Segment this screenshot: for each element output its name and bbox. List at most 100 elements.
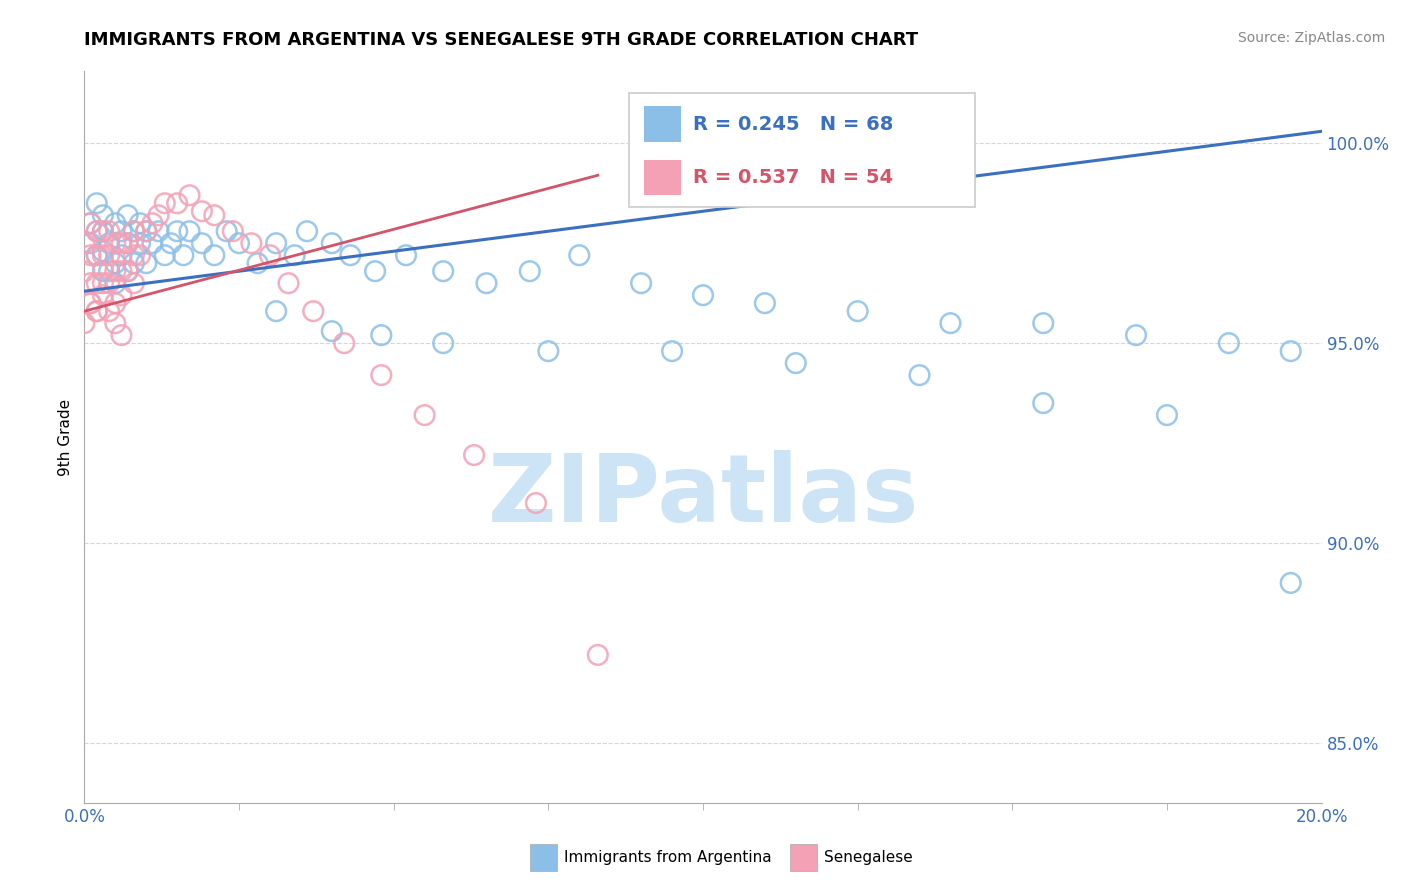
Point — [153, 248, 176, 262]
Point — [264, 236, 287, 251]
Point — [475, 276, 498, 290]
Point — [117, 236, 139, 251]
Point — [104, 236, 127, 251]
Point — [191, 236, 214, 251]
Point — [135, 224, 157, 238]
Point — [117, 264, 139, 278]
Point — [117, 264, 139, 278]
Point — [908, 368, 931, 383]
Point — [135, 256, 157, 270]
Point — [104, 264, 127, 278]
Point — [148, 224, 170, 238]
Point — [129, 236, 152, 251]
Point — [122, 224, 145, 238]
Point — [692, 288, 714, 302]
Point — [110, 264, 132, 278]
Text: Immigrants from Argentina: Immigrants from Argentina — [564, 850, 772, 865]
Point — [179, 188, 201, 202]
Point — [202, 208, 225, 222]
FancyBboxPatch shape — [644, 106, 681, 142]
Point — [1032, 316, 1054, 330]
Point — [86, 304, 108, 318]
Point — [1279, 344, 1302, 359]
Point — [122, 248, 145, 262]
Point — [110, 288, 132, 302]
Point — [98, 236, 121, 251]
Point — [228, 236, 250, 251]
Text: Senegalese: Senegalese — [824, 850, 912, 865]
Point — [110, 328, 132, 343]
Point — [246, 256, 269, 270]
Point — [222, 224, 245, 238]
Point — [79, 296, 101, 310]
Point — [661, 344, 683, 359]
FancyBboxPatch shape — [530, 845, 557, 871]
Point — [432, 264, 454, 278]
Point — [259, 248, 281, 262]
Point — [1218, 336, 1240, 351]
Point — [321, 324, 343, 338]
Point — [86, 248, 108, 262]
Point — [754, 296, 776, 310]
Text: R = 0.245   N = 68: R = 0.245 N = 68 — [693, 114, 893, 134]
Point — [295, 224, 318, 238]
Point — [160, 236, 183, 251]
Point — [122, 276, 145, 290]
Text: Source: ZipAtlas.com: Source: ZipAtlas.com — [1237, 31, 1385, 45]
Point — [122, 224, 145, 238]
Point — [333, 336, 356, 351]
Point — [191, 204, 214, 219]
Point — [568, 248, 591, 262]
Point — [630, 276, 652, 290]
Point — [73, 264, 96, 278]
FancyBboxPatch shape — [628, 94, 976, 207]
Point — [86, 196, 108, 211]
Point — [117, 236, 139, 251]
Point — [79, 296, 101, 310]
Point — [1156, 408, 1178, 422]
Point — [370, 368, 392, 383]
Point — [91, 264, 114, 278]
Point — [98, 264, 121, 278]
Point — [586, 648, 609, 662]
Point — [364, 264, 387, 278]
Point — [148, 208, 170, 222]
Point — [277, 276, 299, 290]
Point — [524, 496, 547, 510]
Point — [519, 264, 541, 278]
FancyBboxPatch shape — [644, 160, 681, 195]
Point — [135, 224, 157, 238]
Point — [463, 448, 485, 462]
Point — [1279, 576, 1302, 591]
Point — [939, 316, 962, 330]
Point — [110, 236, 132, 251]
Text: R = 0.537   N = 54: R = 0.537 N = 54 — [693, 168, 893, 187]
Point — [129, 248, 152, 262]
Point — [91, 248, 114, 262]
Point — [98, 224, 121, 238]
Point — [86, 276, 108, 290]
Point — [73, 316, 96, 330]
Point — [91, 244, 114, 259]
Point — [104, 296, 127, 310]
Point — [91, 208, 114, 222]
Point — [86, 248, 108, 262]
Point — [166, 224, 188, 238]
Point — [104, 276, 127, 290]
Point — [1125, 328, 1147, 343]
Text: ZIPatlas: ZIPatlas — [488, 450, 918, 541]
Point — [110, 248, 132, 262]
Point — [179, 224, 201, 238]
Point — [86, 224, 108, 238]
Point — [166, 196, 188, 211]
Point — [79, 248, 101, 262]
Point — [339, 248, 361, 262]
Point — [86, 224, 108, 238]
Point — [846, 304, 869, 318]
Point — [153, 196, 176, 211]
Point — [91, 288, 114, 302]
Point — [104, 216, 127, 230]
Point — [98, 248, 121, 262]
Point — [240, 236, 263, 251]
Point — [104, 256, 127, 270]
